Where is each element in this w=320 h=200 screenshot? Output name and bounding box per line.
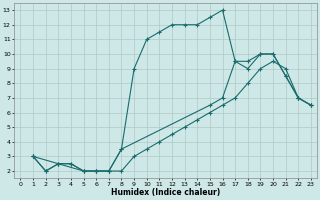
X-axis label: Humidex (Indice chaleur): Humidex (Indice chaleur) — [111, 188, 220, 197]
